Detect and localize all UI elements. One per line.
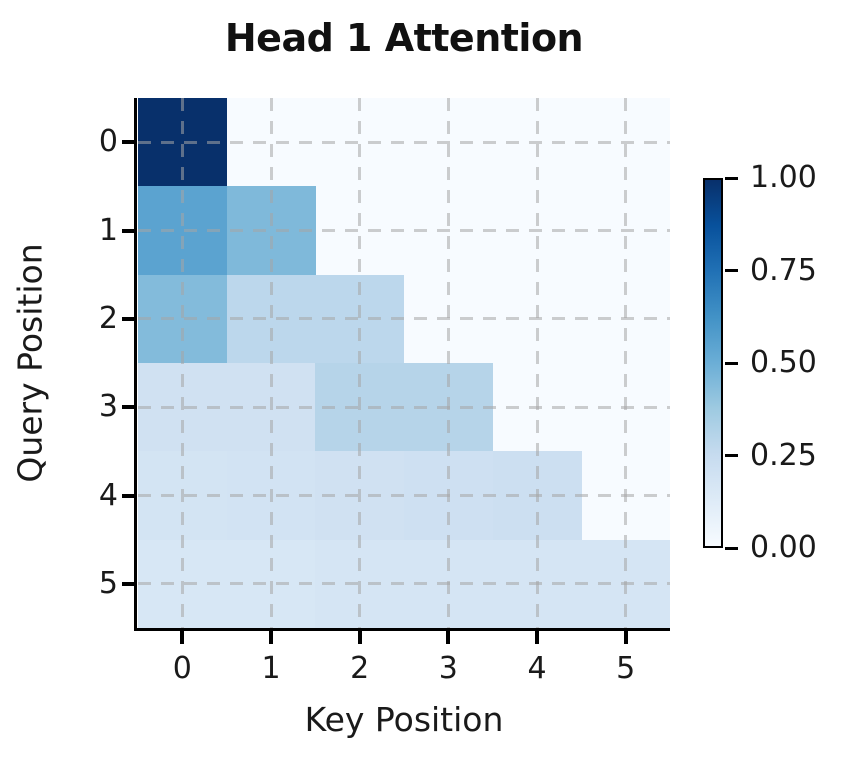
- gridline-horizontal: [138, 140, 670, 144]
- y-tick-label: 1: [98, 212, 118, 248]
- colorbar: [703, 178, 723, 548]
- x-tick-label: 1: [261, 651, 281, 686]
- colorbar-tick: [725, 454, 738, 457]
- x-tick-label: 4: [527, 651, 547, 686]
- x-tick: [269, 631, 273, 644]
- colorbar-tick-label: 0.00: [750, 530, 817, 565]
- y-tick-label: 2: [98, 300, 118, 336]
- colorbar-tick: [725, 361, 738, 365]
- x-axis-label: Key Position: [304, 700, 504, 739]
- gridline-horizontal: [138, 582, 670, 586]
- colorbar-tick: [725, 176, 738, 180]
- colorbar-tick-label: 0.25: [750, 437, 817, 473]
- gridline-vertical: [269, 98, 273, 628]
- chart-title: Head 1 Attention: [224, 16, 584, 60]
- gridline-vertical: [535, 98, 539, 628]
- colorbar-tick-label: 0.75: [750, 252, 817, 288]
- x-tick-label: 5: [616, 651, 636, 686]
- x-tick: [623, 631, 628, 644]
- gridline-horizontal: [138, 494, 670, 497]
- gridline-vertical: [624, 98, 628, 628]
- x-tick-label: 0: [172, 651, 192, 686]
- y-tick-label: 4: [98, 477, 118, 513]
- gridline-vertical: [446, 98, 450, 628]
- x-tick: [535, 631, 539, 644]
- y-tick-label: 3: [98, 389, 118, 425]
- gridline-horizontal: [138, 405, 670, 409]
- heatmap-plot: [138, 98, 671, 629]
- axis-spine-bottom: [134, 628, 670, 631]
- colorbar-tick-label: 0.50: [750, 345, 817, 380]
- gridline-vertical: [358, 98, 362, 628]
- colorbar-tick: [725, 269, 738, 272]
- x-tick: [357, 631, 362, 644]
- y-tick: [122, 493, 135, 498]
- axis-spine-left: [134, 98, 137, 631]
- y-tick: [122, 140, 135, 145]
- y-tick: [122, 316, 135, 321]
- gridline-horizontal: [138, 229, 670, 232]
- y-tick: [122, 228, 135, 233]
- x-tick-label: 2: [350, 651, 370, 686]
- colorbar-tick-label: 1.00: [750, 160, 817, 195]
- x-tick: [446, 631, 451, 644]
- x-tick: [180, 631, 185, 644]
- y-tick-label: 0: [98, 124, 118, 160]
- colorbar-tick: [725, 546, 738, 550]
- gridline-horizontal: [138, 317, 670, 321]
- gridline-vertical: [180, 98, 184, 628]
- y-axis-label: Query Position: [10, 243, 50, 483]
- y-tick: [122, 405, 135, 410]
- y-tick-label: 5: [98, 565, 118, 601]
- y-tick: [122, 581, 135, 586]
- x-tick-label: 3: [438, 651, 458, 686]
